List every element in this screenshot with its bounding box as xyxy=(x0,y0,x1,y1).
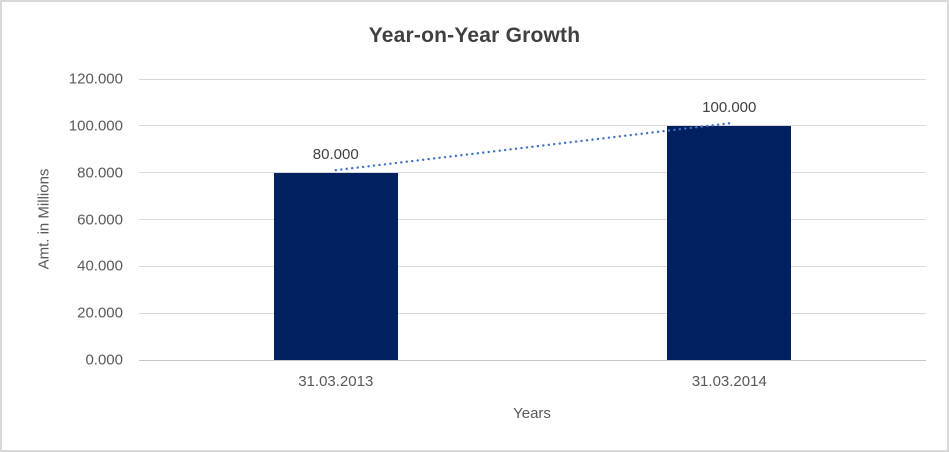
y-tick-label: 20.000 xyxy=(77,304,123,322)
chart-title: Year-on-Year Growth xyxy=(368,24,581,47)
y-tick-label: 40.000 xyxy=(77,257,123,275)
trendline xyxy=(334,122,731,172)
gridline xyxy=(139,78,926,80)
gridline xyxy=(139,312,926,314)
y-tick-label: 0.000 xyxy=(85,351,123,369)
data-label: 100.000 xyxy=(702,98,757,116)
gridline xyxy=(139,219,926,220)
gridline xyxy=(139,125,926,127)
x-tick-label: 31.03.2013 xyxy=(298,373,374,390)
gridline xyxy=(139,265,926,267)
plot-area: 120.000 100.000 80.000 60.000 40.000 20.000 0.… xyxy=(69,71,926,390)
y-tick-label: 80.000 xyxy=(77,164,123,182)
x-axis-title: Years xyxy=(513,405,551,422)
y-tick-label: 100.000 xyxy=(68,117,123,135)
bar-31.03.2014 xyxy=(667,125,792,360)
bar-31.03.2013 xyxy=(273,172,398,360)
y-tick-label: 60.000 xyxy=(77,211,123,228)
x-axis-line xyxy=(139,359,926,361)
y-tick-label: 120.000 xyxy=(68,70,123,88)
gridline xyxy=(139,172,926,174)
y-axis-title: Amt. in Millions xyxy=(35,168,53,270)
data-label: 80.000 xyxy=(312,145,359,163)
x-tick-label: 31.03.2014 xyxy=(691,373,767,390)
